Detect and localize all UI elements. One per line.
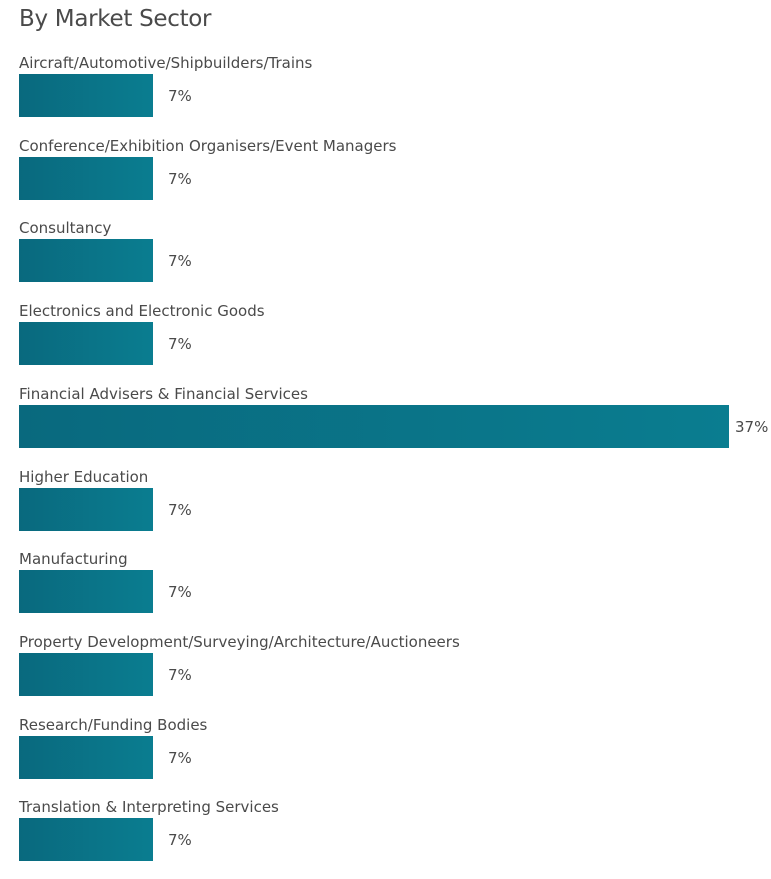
bar-row: Manufacturing 7%	[0, 549, 771, 631]
bar-label: Research/Funding Bodies	[19, 715, 208, 734]
bar	[19, 735, 153, 779]
bar-label: Aircraft/Automotive/Shipbuilders/Trains	[19, 54, 313, 72]
bar-value-label: 7%	[168, 500, 192, 519]
bar-value-label: 7%	[168, 169, 192, 188]
bar-value-label: 7%	[168, 87, 192, 105]
bar-row: Property Development/Surveying/Architect…	[0, 632, 771, 714]
bar	[19, 322, 153, 366]
bar-row: Translation & Interpreting Services 7%	[0, 797, 771, 879]
bar-value-label: 7%	[168, 583, 192, 602]
bar-label: Electronics and Electronic Goods	[19, 302, 265, 321]
bar	[19, 404, 729, 448]
bar-row: Financial Advisers & Financial Services 3…	[0, 384, 771, 466]
bar-label: Financial Advisers & Financial Services	[19, 384, 308, 403]
bar	[19, 74, 153, 117]
bar	[19, 239, 153, 283]
bar-label: Manufacturing	[19, 550, 128, 569]
bar	[19, 570, 153, 614]
bar-row: Consultancy 7%	[0, 218, 771, 300]
bar	[19, 156, 153, 200]
bar-row: Higher Education 7%	[0, 467, 771, 549]
bar-label: Translation & Interpreting Services	[19, 798, 279, 817]
bar-row: Electronics and Electronic Goods 7%	[0, 301, 771, 383]
bar-value-label: 7%	[168, 252, 192, 271]
bar	[19, 652, 153, 696]
bar-row: Conference/Exhibition Organisers/Event M…	[0, 136, 771, 218]
bar-label: Higher Education	[19, 467, 149, 486]
bar-value-label: 7%	[168, 748, 192, 767]
bar-value-label: 37%	[735, 417, 769, 436]
bar-label: Conference/Exhibition Organisers/Event M…	[19, 136, 397, 155]
bar-value-label: 7%	[168, 335, 192, 354]
bar-row: Research/Funding Bodies 7%	[0, 715, 771, 797]
bar-value-label: 7%	[168, 831, 192, 850]
bar-label: Consultancy	[19, 219, 112, 238]
bar-row: Aircraft/Automotive/Shipbuilders/Trains 7…	[0, 53, 771, 135]
bar	[19, 818, 153, 862]
bar-value-label: 7%	[168, 665, 192, 684]
bar	[19, 487, 153, 531]
bar-label: Property Development/Surveying/Architect…	[19, 632, 460, 651]
chart-title: By Market Sector	[19, 6, 212, 32]
